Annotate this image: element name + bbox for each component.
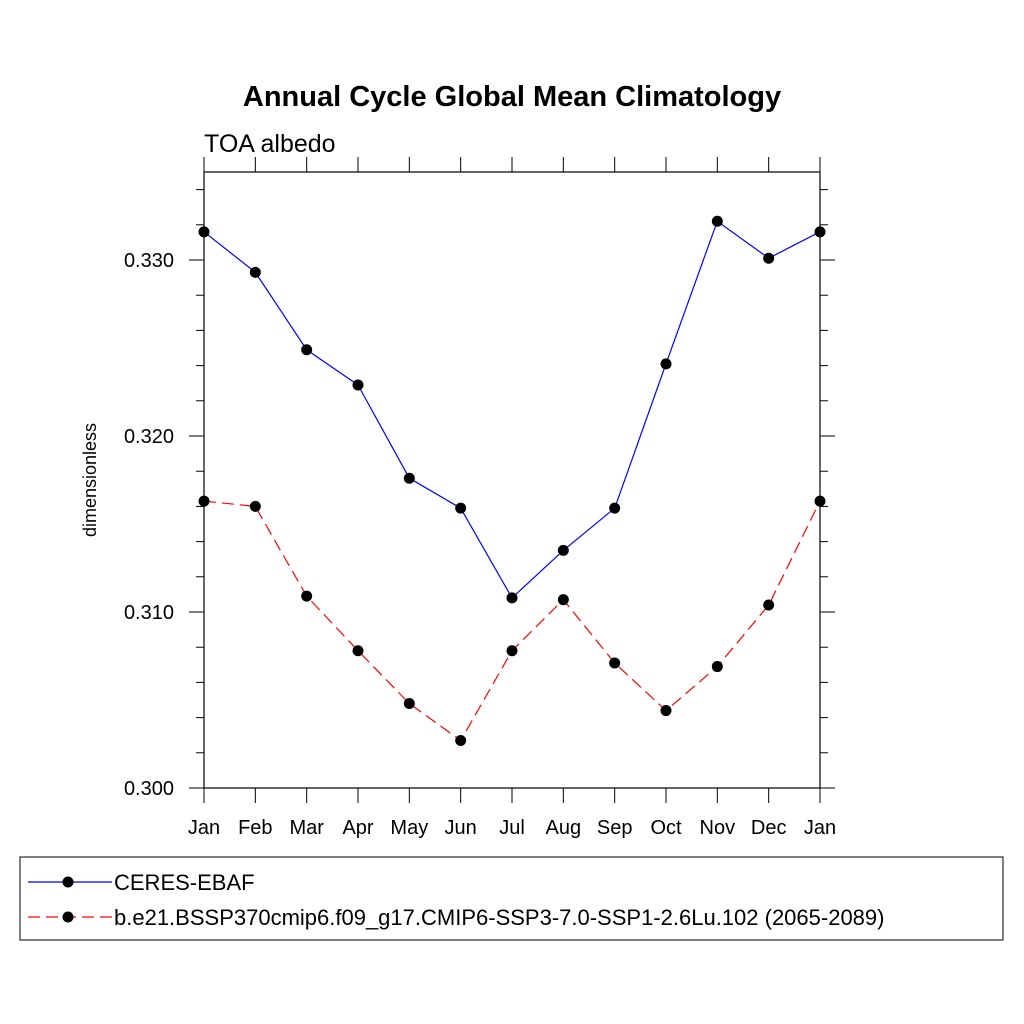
series-1-point [403,698,415,710]
x-tick-label: Apr [342,817,373,839]
x-tick-label: Feb [238,817,272,839]
x-tick-label: Oct [650,817,682,839]
y-axis: 0.300 0.310 0.320 0.330 [124,189,835,800]
series-0-point [814,226,826,238]
x-tick-label: Jan [804,817,836,839]
series-0-point [763,252,775,264]
x-tick-label: May [390,817,428,839]
series-0-point [198,226,210,238]
legend-label-1: b.e21.BSSP370cmip6.f09_g17.CMIP6-SSP3-7.… [114,905,884,930]
series-0-point [660,358,672,370]
series-1-point [352,645,364,657]
legend-marker-0 [62,876,74,888]
series-0-point [506,592,518,604]
series-1-point [249,500,261,512]
chart-title: Annual Cycle Global Mean Climatology [243,81,781,113]
x-tick-label: Dec [751,817,787,839]
x-tick-label: Jul [499,817,525,839]
series-1-point [609,657,621,669]
x-axis: Jan Feb Mar Apr May Jun Jul Aug Sep Oct Nov Dec Jan [188,157,836,839]
series-1-point [660,705,672,717]
y-tick-label: 0.310 [124,602,174,624]
series-line-1 [203,500,821,742]
x-tick-label: Jun [445,817,477,839]
plot-frame [203,171,821,789]
series-0-point [403,472,415,484]
y-tick-label: 0.330 [124,250,174,272]
series-1-point [711,661,723,673]
series-0-point [249,266,261,278]
y-axis-title: dimensionless [80,423,100,537]
y-tick-label: 0.320 [124,426,174,448]
series-0-point [352,379,364,391]
chart-subtitle: TOA albedo [204,130,336,158]
series-line-0 [203,220,821,599]
legend-label-0: CERES-EBAF [114,870,255,895]
legend: CERES-EBAF b.e21.BSSP370cmip6.f09_g17.CMI… [28,870,884,930]
series-0-point [557,544,569,556]
x-tick-label: Sep [597,817,633,839]
series-0-point [301,344,313,356]
x-tick-label: Aug [546,817,582,839]
x-tick-label: Nov [700,817,736,839]
series-1-point [763,599,775,611]
series-1-point [814,495,826,507]
legend-marker-1 [62,911,74,923]
series-1-point [198,495,210,507]
series-layer [198,215,826,746]
series-1-point [557,594,569,606]
x-tick-label: Mar [289,817,324,839]
legend-box [19,856,1004,941]
series-1-point [455,734,467,746]
series-1-point [506,645,518,657]
y-tick-label: 0.300 [124,778,174,800]
series-1-point [301,590,313,602]
series-0-point [609,502,621,514]
series-0-point [455,502,467,514]
x-tick-label: Jan [188,817,220,839]
series-0-point [711,215,723,227]
